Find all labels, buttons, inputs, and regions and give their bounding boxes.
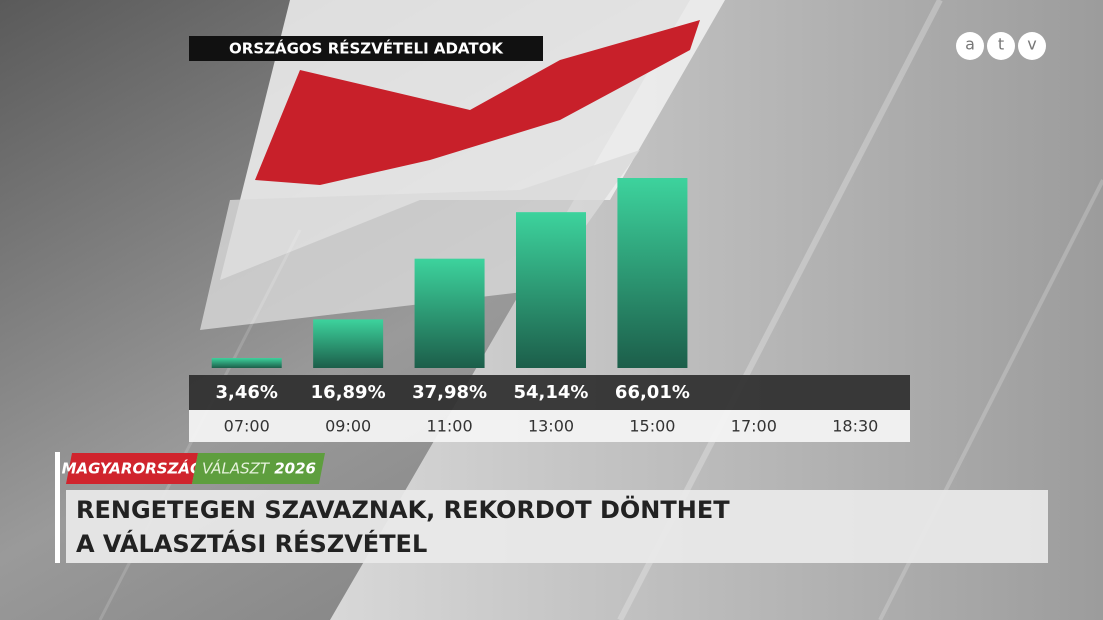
section-box [192, 453, 325, 484]
tag-box [66, 453, 198, 484]
logo: a t v [956, 32, 1046, 60]
logo-letter: v [1027, 35, 1036, 54]
value-row [189, 375, 910, 410]
value-label: 54,14% [514, 382, 589, 403]
x-tick-label: 15:00 [629, 417, 675, 436]
logo-circle [1018, 32, 1046, 60]
logo-circle [987, 32, 1015, 60]
value-label: 66,01% [615, 382, 690, 403]
tag: MAGYARORSZÁG [62, 459, 203, 478]
bar [211, 358, 282, 368]
category-row [189, 410, 910, 442]
bar [313, 319, 384, 368]
headline-box [66, 490, 1048, 563]
value-label: 3,46% [215, 382, 277, 403]
bar [414, 258, 485, 368]
lower-third-bar [55, 452, 60, 563]
logo-circle [956, 32, 984, 60]
headline: RENGETEGEN SZAVAZNAK, REKORDOT DÖNTHET [76, 494, 730, 524]
flag-red [255, 20, 700, 185]
x-tick-label: 11:00 [427, 417, 473, 436]
x-tick-label: 18:30 [832, 417, 878, 436]
x-tick-label: 13:00 [528, 417, 574, 436]
section: VÁLASZT [202, 459, 271, 478]
chart: 07:00 3,46% 09:00 16,89% 11:00 37,98% 13:00 54,… [211, 178, 878, 436]
x-tick-label: 17:00 [731, 417, 777, 436]
x-tick-label: 07:00 [224, 417, 270, 436]
bar [516, 212, 586, 368]
logo-letter: t [998, 35, 1004, 54]
bar [617, 178, 688, 368]
logo-letter: a [965, 35, 975, 54]
background-panel [330, 0, 1103, 620]
x-tick-label: 09:00 [325, 417, 371, 436]
section-year: 2026 [274, 460, 316, 478]
value-label: 37,98% [412, 382, 487, 403]
chart-title: ORSZÁGOS RÉSZVÉTELI ADATOK [229, 39, 504, 58]
value-label: 16,89% [311, 382, 386, 403]
title-box [189, 36, 543, 61]
headline: A VÁLASZTÁSI RÉSZVÉTEL [76, 529, 427, 558]
